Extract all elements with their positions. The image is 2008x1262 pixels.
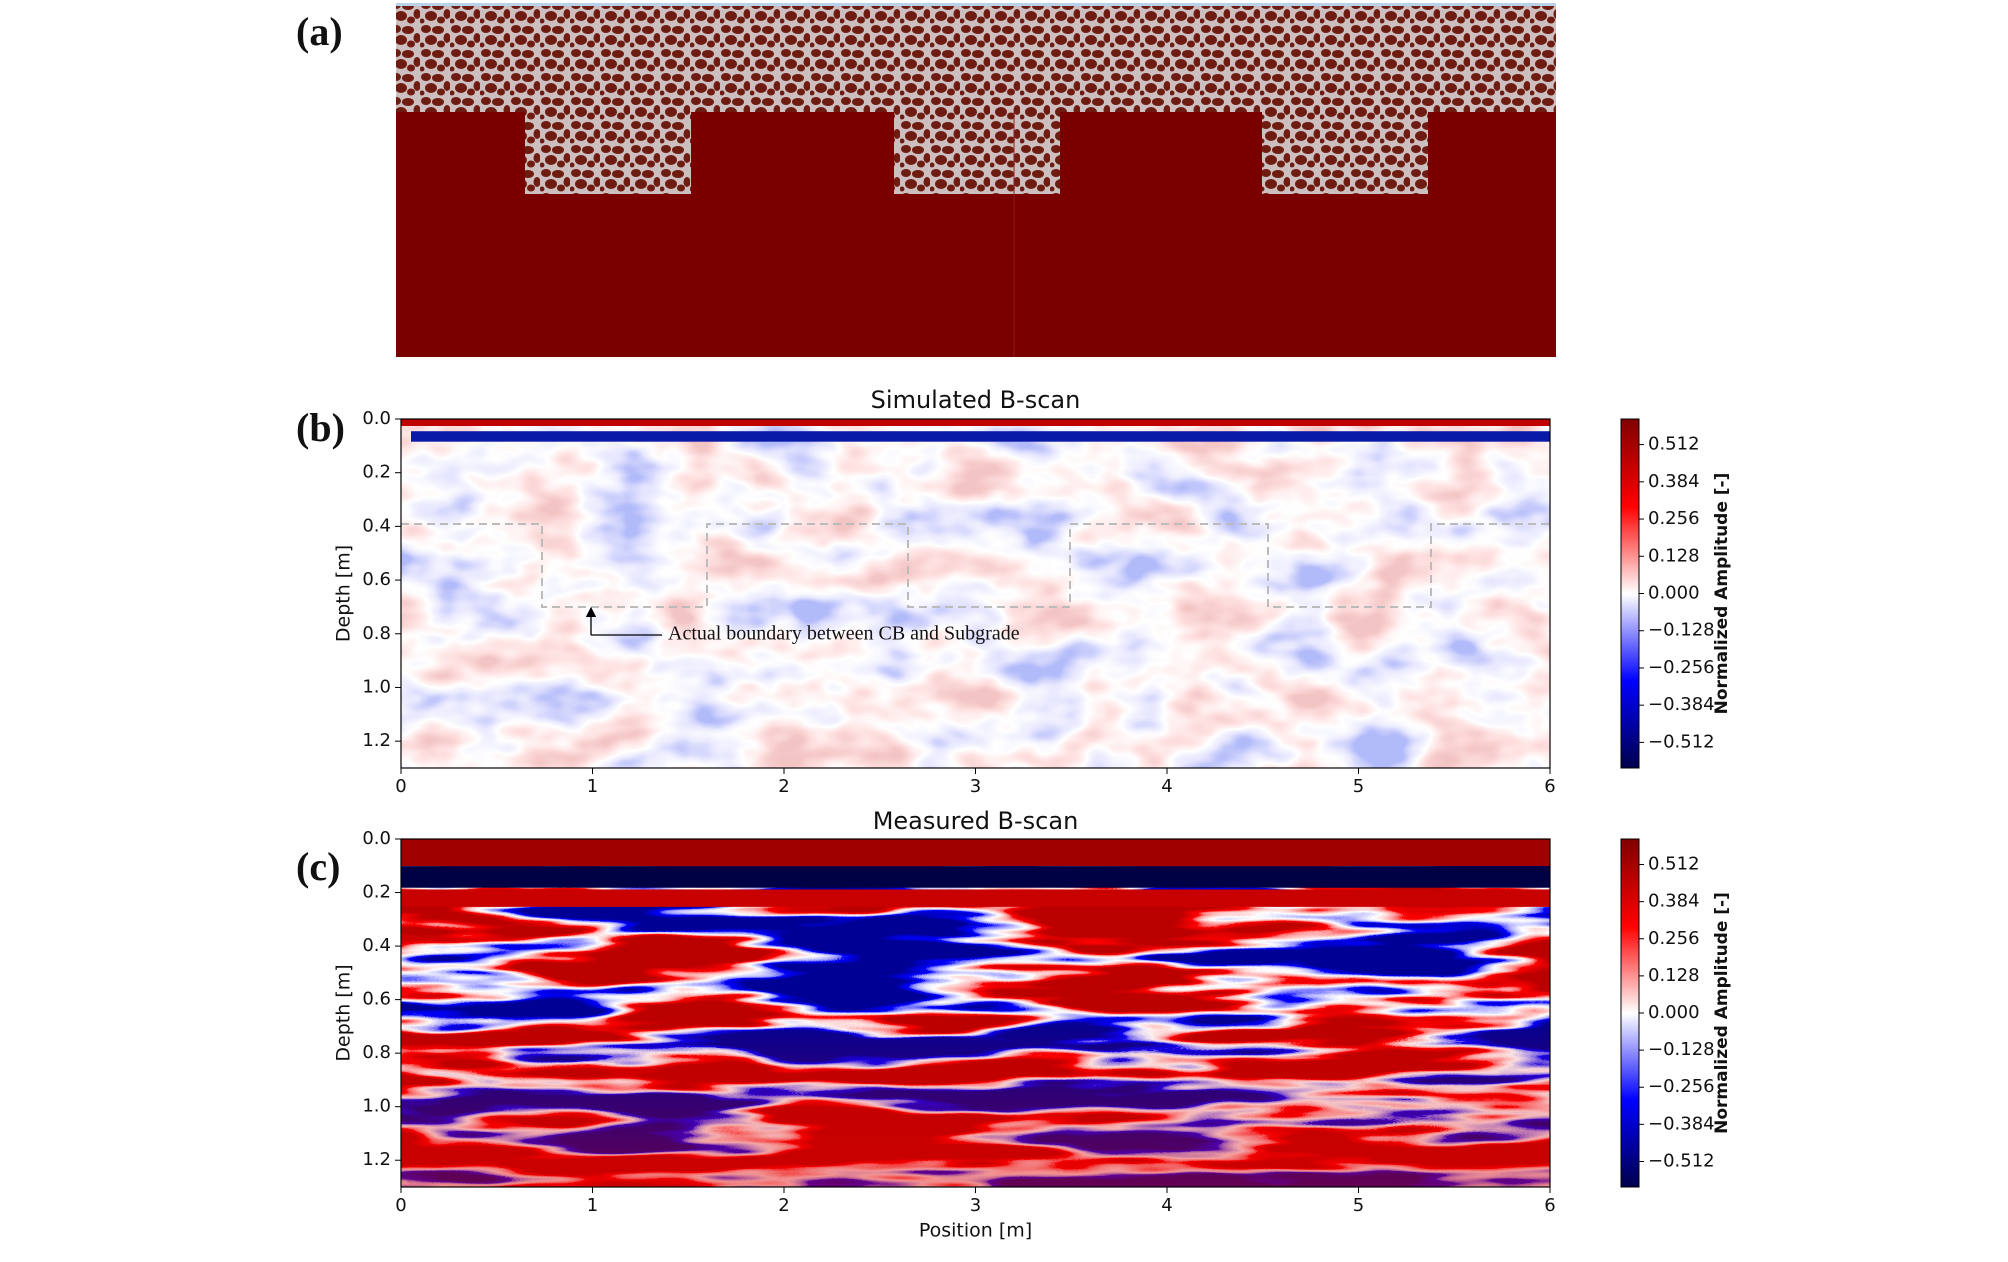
y-tick-label: 0.8 xyxy=(362,623,391,644)
y-tick-label: 0.6 xyxy=(362,989,391,1010)
boundary-outline xyxy=(401,523,1550,608)
y-axis-label: Depth [m] xyxy=(333,545,355,642)
y-tick-label: 0.6 xyxy=(362,569,391,590)
surface-reflection xyxy=(401,866,1550,888)
x-tick-label: 2 xyxy=(778,776,789,797)
panel-label: (b) xyxy=(296,405,345,450)
colorbar-tick-label: 0.256 xyxy=(1648,928,1700,949)
x-tick-label: 0 xyxy=(395,776,406,797)
x-tick-label: 3 xyxy=(970,776,981,797)
colorbar-tick-label: −0.384 xyxy=(1648,1113,1715,1134)
x-tick-label: 6 xyxy=(1544,1195,1555,1216)
colorbar-tick-label: −0.384 xyxy=(1648,694,1715,715)
bscan-panel: Simulated B-scan (b) 0 1 2 3 4 5 6 0.0 0.2 0.4 0.6 0.… xyxy=(296,386,1732,797)
colorbar-tick-label: 0.384 xyxy=(1648,891,1700,912)
annotation-arrow xyxy=(591,612,662,636)
panel-label: (a) xyxy=(296,9,343,54)
colorbar-tick-label: −0.128 xyxy=(1648,620,1715,641)
colorbar-label: Normalized Amplitude [-] xyxy=(1712,473,1732,715)
y-tick-label: 0.8 xyxy=(362,1042,391,1063)
colorbar-tick-label: −0.256 xyxy=(1648,657,1715,678)
x-tick-label: 5 xyxy=(1353,1195,1364,1216)
ballast-block xyxy=(1262,112,1428,194)
x-tick-label: 1 xyxy=(587,776,598,797)
bscan-panel: Measured B-scan (c) 0 1 2 3 4 5 6 0.0 0.2 0.4 0.6 0.8… xyxy=(296,807,1732,1242)
y-tick-label: 1.0 xyxy=(362,676,391,697)
colorbar-tick-label: −0.256 xyxy=(1648,1076,1715,1097)
heatmap-image xyxy=(401,419,1550,768)
surface-reflection xyxy=(401,839,1550,867)
colorbar-tick-label: 0.384 xyxy=(1648,471,1700,492)
y-tick-label: 1.2 xyxy=(362,1149,391,1170)
y-tick-label: 0.0 xyxy=(362,408,391,429)
x-tick-label: 0 xyxy=(395,1195,406,1216)
x-tick-label: 1 xyxy=(587,1195,598,1216)
surface-reflection xyxy=(401,419,1550,426)
colorbar-tick-label: −0.128 xyxy=(1648,1039,1715,1060)
y-tick-label: 1.0 xyxy=(362,1096,391,1117)
colorbar-tick-label: 0.000 xyxy=(1648,1002,1700,1023)
colorbar xyxy=(1620,838,1640,1188)
colorbar-tick-label: 0.000 xyxy=(1648,583,1700,604)
colorbar-tick-label: 0.128 xyxy=(1648,965,1700,986)
chart-title: Simulated B-scan xyxy=(871,386,1081,414)
x-tick-label: 4 xyxy=(1161,776,1172,797)
x-tick-label: 6 xyxy=(1544,776,1555,797)
y-tick-label: 0.4 xyxy=(362,515,391,536)
annotation: Actual boundary between CB and Subgrade xyxy=(668,623,1020,645)
colorbar-tick-label: 0.256 xyxy=(1648,508,1700,529)
colorbar-label: Normalized Amplitude [-] xyxy=(1712,892,1732,1134)
x-tick-label: 2 xyxy=(778,1195,789,1216)
model-panel: (a) xyxy=(296,3,1556,357)
y-tick-label: 0.2 xyxy=(362,462,391,483)
x-axis-label: Position [m] xyxy=(919,1220,1032,1242)
colorbar-tick-label: 0.512 xyxy=(1648,854,1700,875)
surface-reflection xyxy=(411,431,1550,442)
ballast-block xyxy=(894,112,1060,194)
y-tick-label: 0.2 xyxy=(362,882,391,903)
y-tick-label: 0.4 xyxy=(362,935,391,956)
colorbar xyxy=(1620,418,1640,769)
x-tick-label: 3 xyxy=(970,1195,981,1216)
y-tick-label: 1.2 xyxy=(362,730,391,751)
surface-reflection xyxy=(401,889,1550,907)
x-tick-label: 5 xyxy=(1353,776,1364,797)
y-tick-label: 0.0 xyxy=(362,828,391,849)
y-axis-label: Depth [m] xyxy=(333,964,355,1061)
ballast-layer xyxy=(396,4,1556,112)
colorbar-tick-label: −0.512 xyxy=(1648,1150,1715,1171)
surface-line xyxy=(396,3,1556,6)
x-tick-label: 4 xyxy=(1161,1195,1172,1216)
colorbar-tick-label: 0.512 xyxy=(1648,434,1700,455)
panel-label: (c) xyxy=(296,844,340,889)
chart-title: Measured B-scan xyxy=(873,807,1079,835)
colorbar-tick-label: −0.512 xyxy=(1648,731,1715,752)
colorbar-tick-label: 0.128 xyxy=(1648,545,1700,566)
ballast-block xyxy=(525,112,691,194)
